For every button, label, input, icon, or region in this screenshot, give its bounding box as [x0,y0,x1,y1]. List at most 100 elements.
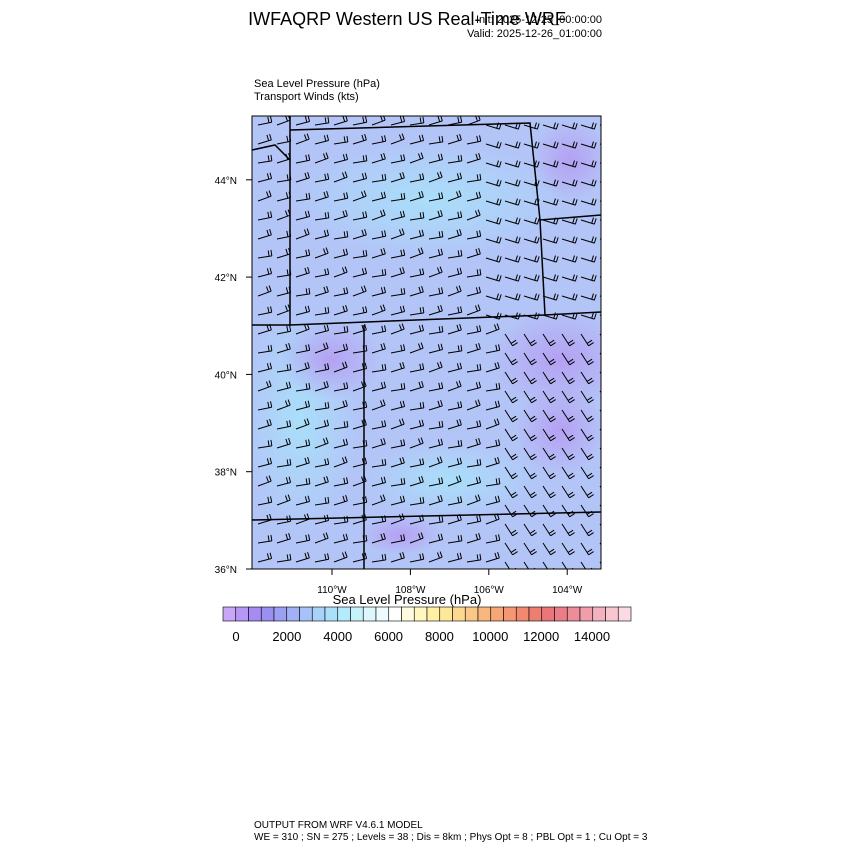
wind-barb [542,352,556,366]
colorbar-swatch [273,606,288,622]
wind-barb [485,361,500,373]
wind-barb [333,399,348,411]
wind-barb [409,342,424,354]
colorbar-swatch [566,606,581,622]
wind-barb [504,179,521,187]
wind-barb [257,439,273,449]
lon-label: 104°W [552,585,583,596]
wind-barb [466,268,482,278]
colorbar-tick-label: 6000 [374,629,403,644]
wind-barb [580,542,594,556]
wind-barb [371,173,387,183]
wind-barb [352,133,367,145]
wind-barb [295,171,310,183]
wind-barb [599,200,601,202]
wind-barb [428,477,444,487]
wind-barb [352,306,368,316]
lat-label: 36°N [215,565,237,576]
init-time: Init: 2025-12-25_00:00:00 [476,14,602,26]
wind-barb [504,542,518,556]
wind-barb [466,152,481,164]
wind-barb [314,173,330,183]
colorbar-swatch [235,606,249,622]
wind-barb [428,361,443,373]
wind-barb [257,534,273,544]
wind-barb [523,485,537,499]
colorbar-title: Sea Level Pressure (hPa) [333,592,482,607]
wind-barb [580,293,597,301]
wind-barb [466,476,482,487]
wind-barb [447,267,463,278]
wind-barb [390,534,406,544]
lat-label: 40°N [215,370,237,381]
wind-barb [447,228,462,240]
wind-barb [257,475,272,487]
wind-barb [371,532,386,544]
wind-barb [561,122,578,130]
wind-barb [485,400,501,411]
wind-barb [447,401,463,411]
wind-barb [599,390,601,394]
wind-barb [580,274,597,282]
lon-label: 110°W [317,585,347,596]
wind-barb [447,285,462,297]
wind-barb [257,496,273,506]
wind-barb [371,152,386,164]
colorbar-swatch [362,606,377,622]
wind-barb [371,399,386,411]
wind-barb [333,438,349,449]
wind-barb [580,409,594,423]
wind-barb [580,352,594,366]
wind-barb [523,352,537,366]
wind-barb [390,323,405,335]
wind-barb [447,306,463,316]
wind-barb [409,496,425,506]
wind-barb [295,192,311,202]
wind-barb [428,551,443,563]
wind-barb [504,523,518,537]
wind-barb [523,141,540,149]
wind-barb [466,437,481,449]
wind-barb [542,274,559,282]
wind-barb [466,247,481,259]
wind-barb [485,382,501,392]
wind-barb [257,154,273,164]
wind-barb [485,323,500,335]
wind-barb [599,124,601,126]
wind-barb [447,534,463,544]
wind-barb [542,122,559,130]
wind-barb [580,466,594,480]
wind-barb [333,343,349,354]
wind-barb [428,343,444,354]
wind-barb [257,190,272,202]
wind-barb [466,342,481,354]
wind-barb [504,141,521,149]
wind-barb [333,382,349,392]
wind-barb [466,286,482,297]
wind-barb [314,324,330,335]
colorbar-swatch [299,606,313,622]
lat-label: 42°N [215,273,237,284]
wind-barb [428,399,443,411]
wind-barb [542,371,556,385]
wind-barb [276,458,292,468]
wind-barb [276,494,291,506]
wind-barb [314,211,330,221]
wind-barb [371,325,387,335]
wind-barb [561,447,575,461]
wind-barb [561,274,578,282]
colorbar-swatch [554,606,568,622]
wind-barb [428,382,444,392]
colorbar-swatch [579,606,594,622]
wind-barb [257,457,273,468]
wind-barb [314,458,330,468]
wind-barb [523,542,537,556]
wind-barb [485,198,502,206]
wind-barb [523,428,537,442]
colorbar-swatch [426,606,441,622]
wind-barb [257,228,272,240]
wind-barb [466,135,482,145]
wind-barb [599,561,601,565]
wind-barb [314,380,329,392]
wind-barb [390,456,405,468]
